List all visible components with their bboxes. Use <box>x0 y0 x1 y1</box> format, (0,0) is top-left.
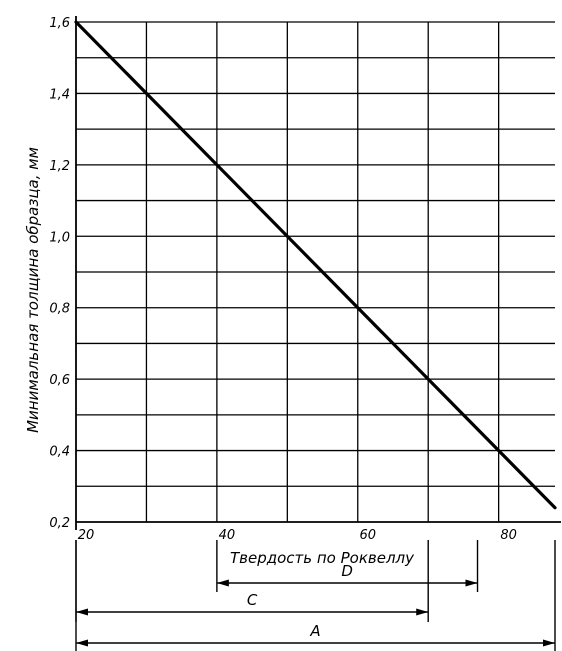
grid <box>76 22 555 522</box>
y-tick-label: 1,6 <box>49 16 70 31</box>
x-tick-label: 40 <box>219 528 236 543</box>
x-tick-label: 80 <box>500 528 517 543</box>
y-tick-label: 1,0 <box>49 230 70 245</box>
y-tick-labels: 0,2 0,4 0,6 0,8 1,0 1,2 1,4 1,6 <box>49 16 70 531</box>
y-tick-label: 1,4 <box>49 87 70 102</box>
x-tick-labels: 20 40 60 80 <box>78 528 517 543</box>
y-tick-label: 0,4 <box>49 445 70 460</box>
y-tick-label: 0,6 <box>49 373 70 388</box>
series-line-1 <box>74 20 557 510</box>
y-tick-label: 1,2 <box>49 159 70 174</box>
x-axis-label: Твердость по Роквеллу <box>230 549 415 567</box>
hardness-ranges: D C A <box>75 540 556 651</box>
range-D-label: D <box>341 562 353 580</box>
x-tick-label: 60 <box>359 528 376 543</box>
series <box>74 20 557 510</box>
plot-frame <box>75 16 561 530</box>
range-C-label: C <box>247 591 258 609</box>
range-A-arrow-end <box>543 639 555 647</box>
range-C-arrow-end <box>416 608 429 616</box>
range-A-label: A <box>309 622 320 640</box>
y-tick-label: 0,8 <box>49 302 70 317</box>
range-D-arrow-start <box>216 579 229 587</box>
x-tick-label: 20 <box>78 528 95 543</box>
range-A-arrow-start <box>76 639 88 647</box>
range-D-arrow-end <box>465 579 478 587</box>
range-C-arrow-start <box>76 608 88 616</box>
y-tick-label: 0,2 <box>49 516 70 531</box>
y-axis-label: Минимальная толщина образца, мм <box>24 147 42 433</box>
